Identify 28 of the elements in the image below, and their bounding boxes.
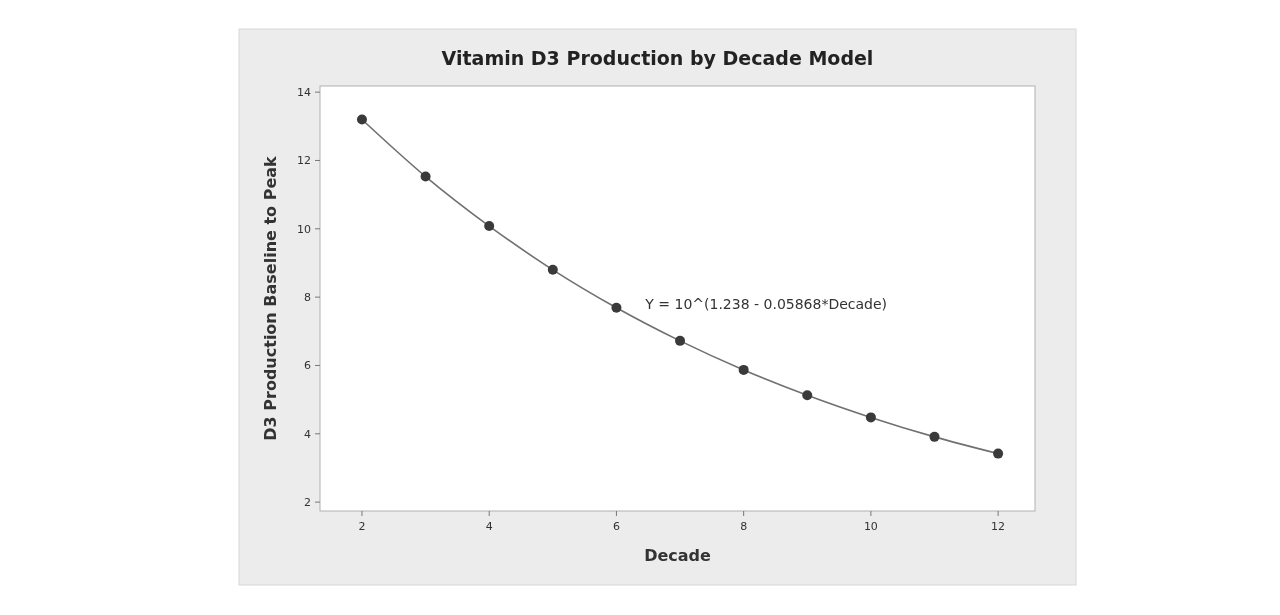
y-axis-title: D3 Production Baseline to Peak [261, 155, 280, 441]
y-tick-label: 10 [297, 222, 311, 236]
point [547, 264, 558, 275]
y-tick-label: 6 [304, 359, 311, 373]
annotation: Y = 10^(1.238 - 0.05868*Decade) [644, 296, 888, 313]
point [611, 302, 622, 313]
y-tick-label: 4 [304, 427, 311, 441]
point [993, 448, 1004, 459]
point [929, 431, 940, 442]
point [738, 364, 749, 375]
point [356, 114, 367, 125]
y-tick-label: 14 [297, 86, 311, 100]
chart-title: Vitamin D3 Production by Decade Model [441, 47, 874, 69]
point [865, 412, 876, 423]
x-tick-label: 2 [358, 520, 366, 533]
x-tick-label: 4 [485, 520, 493, 533]
x-tick-label: 10 [863, 520, 878, 533]
point [675, 335, 686, 346]
x-tick-label: 8 [740, 520, 748, 533]
y-tick-label: 12 [297, 154, 311, 168]
y-tick-label: 8 [304, 291, 311, 305]
point [420, 171, 431, 182]
x-tick-label: 12 [991, 520, 1006, 533]
y-tick-label: 2 [304, 496, 311, 510]
point [484, 221, 495, 232]
x-axis-title: Decade [644, 546, 712, 565]
x-tick-label: 6 [612, 520, 620, 533]
point [802, 390, 813, 401]
